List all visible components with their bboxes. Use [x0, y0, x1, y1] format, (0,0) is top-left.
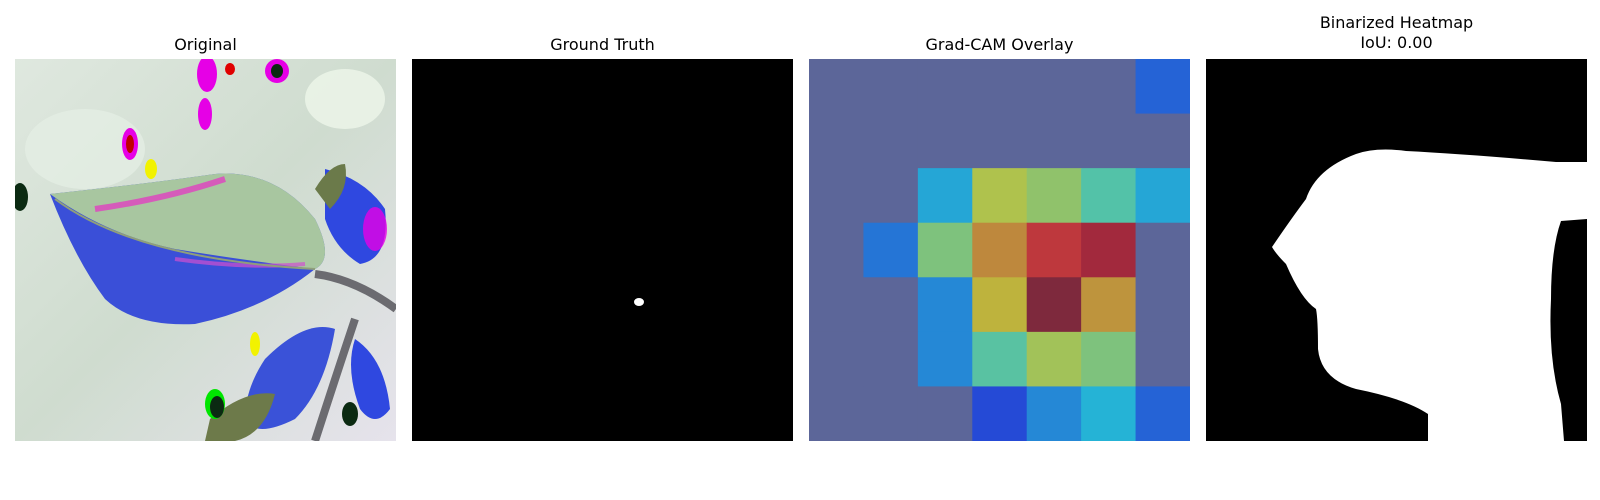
magenta-speckle: [174, 257, 306, 268]
mask-region: [1272, 149, 1587, 441]
dark-spot: [15, 183, 28, 211]
ground-truth-mask: [412, 59, 793, 441]
heatmap-cell: [863, 113, 919, 169]
magenta-artifact: [198, 98, 212, 130]
heatmap-cell: [972, 168, 1028, 224]
heatmap-cell: [809, 331, 864, 387]
binarized-mask: [1206, 59, 1587, 441]
heatmap-cell: [972, 386, 1028, 441]
heatmap-cell: [1135, 277, 1190, 333]
heatmap-cell: [1081, 59, 1137, 115]
bottom-left-leaf: [205, 393, 275, 441]
heatmap-cell: [1135, 331, 1190, 387]
heatmap-cell: [1026, 331, 1082, 387]
heatmap-cell: [809, 113, 864, 169]
leaf-stem: [314, 270, 396, 313]
highlight-blob: [25, 109, 145, 189]
heatmap-cell: [917, 113, 973, 169]
heatmap-cell: [972, 113, 1028, 169]
heatmap-cell: [863, 59, 919, 115]
dark-spot: [210, 396, 224, 418]
highlight-blob: [305, 69, 385, 129]
heatmap-cell: [809, 386, 864, 441]
heatmap-cell: [1081, 386, 1137, 441]
binarized-panel: [1206, 59, 1587, 441]
heatmap-cell: [1081, 168, 1137, 224]
magenta-speckle: [94, 176, 226, 212]
heatmap-cell: [917, 331, 973, 387]
red-artifact: [126, 135, 134, 153]
heatmap-cell: [1081, 277, 1137, 333]
heatmap-cell: [1026, 59, 1082, 115]
heatmap-cell: [809, 277, 864, 333]
dark-spot: [271, 64, 283, 78]
heatmap-cell: [1081, 331, 1137, 387]
heatmap-cell: [1135, 113, 1190, 169]
iou-label: IoU: 0.00: [1360, 33, 1433, 52]
right-lower-leaf: [351, 339, 390, 419]
heatmap-cell: [809, 222, 864, 278]
heatmap-cell: [863, 277, 919, 333]
yellow-artifact: [145, 159, 157, 179]
gradcam-panel: [809, 59, 1190, 441]
heatmap-cell: [1135, 168, 1190, 224]
heatmap-cell: [1026, 113, 1082, 169]
branch: [311, 317, 359, 441]
original-image: [15, 59, 396, 441]
mask-blob: [634, 298, 644, 306]
heatmap-cell: [917, 277, 973, 333]
heatmap-cell: [917, 222, 973, 278]
dark-spot: [342, 402, 358, 426]
ground-truth-title: Ground Truth: [550, 35, 655, 54]
red-artifact: [225, 63, 235, 75]
heatmap-cell: [863, 331, 919, 387]
gradcam-heatmap: [809, 59, 1190, 441]
heatmap-cell: [1026, 277, 1082, 333]
yellow-artifact: [250, 332, 260, 356]
right-leaf-tip: [315, 164, 346, 209]
heatmap-cell: [972, 222, 1028, 278]
heatmap-cell: [972, 277, 1028, 333]
heatmap-cell: [1081, 222, 1137, 278]
original-image-panel: [15, 59, 396, 441]
heatmap-cell: [917, 386, 973, 441]
heatmap-cell: [809, 168, 864, 224]
leaf-midrib: [54, 198, 316, 270]
heatmap-cell: [809, 59, 864, 115]
magenta-artifact: [197, 59, 217, 92]
heatmap-cell: [1081, 113, 1137, 169]
heatmap-cell: [1026, 386, 1082, 441]
heatmap-cell: [917, 168, 973, 224]
gradcam-title: Grad-CAM Overlay: [925, 35, 1074, 54]
heatmap-cell: [917, 59, 973, 115]
heatmap-cell: [863, 386, 919, 441]
heatmap-cell: [863, 222, 919, 278]
heatmap-cell: [972, 331, 1028, 387]
binarized-title: Binarized Heatmap: [1319, 13, 1474, 32]
heatmap-cell: [863, 168, 919, 224]
mask-background: [412, 59, 793, 441]
binarized-title-block: Binarized Heatmap IoU: 0.00: [1206, 13, 1587, 53]
heatmap-cell: [1135, 59, 1190, 115]
heatmap-cell: [1135, 386, 1190, 441]
heatmap-cell: [1026, 222, 1082, 278]
heatmap-cell: [1026, 168, 1082, 224]
ground-truth-panel: [412, 59, 793, 441]
original-title: Original: [174, 35, 237, 54]
heatmap-cell: [972, 59, 1028, 115]
magenta-artifact: [363, 207, 387, 251]
heatmap-cell: [1135, 222, 1190, 278]
leaf-light-half: [50, 173, 325, 269]
